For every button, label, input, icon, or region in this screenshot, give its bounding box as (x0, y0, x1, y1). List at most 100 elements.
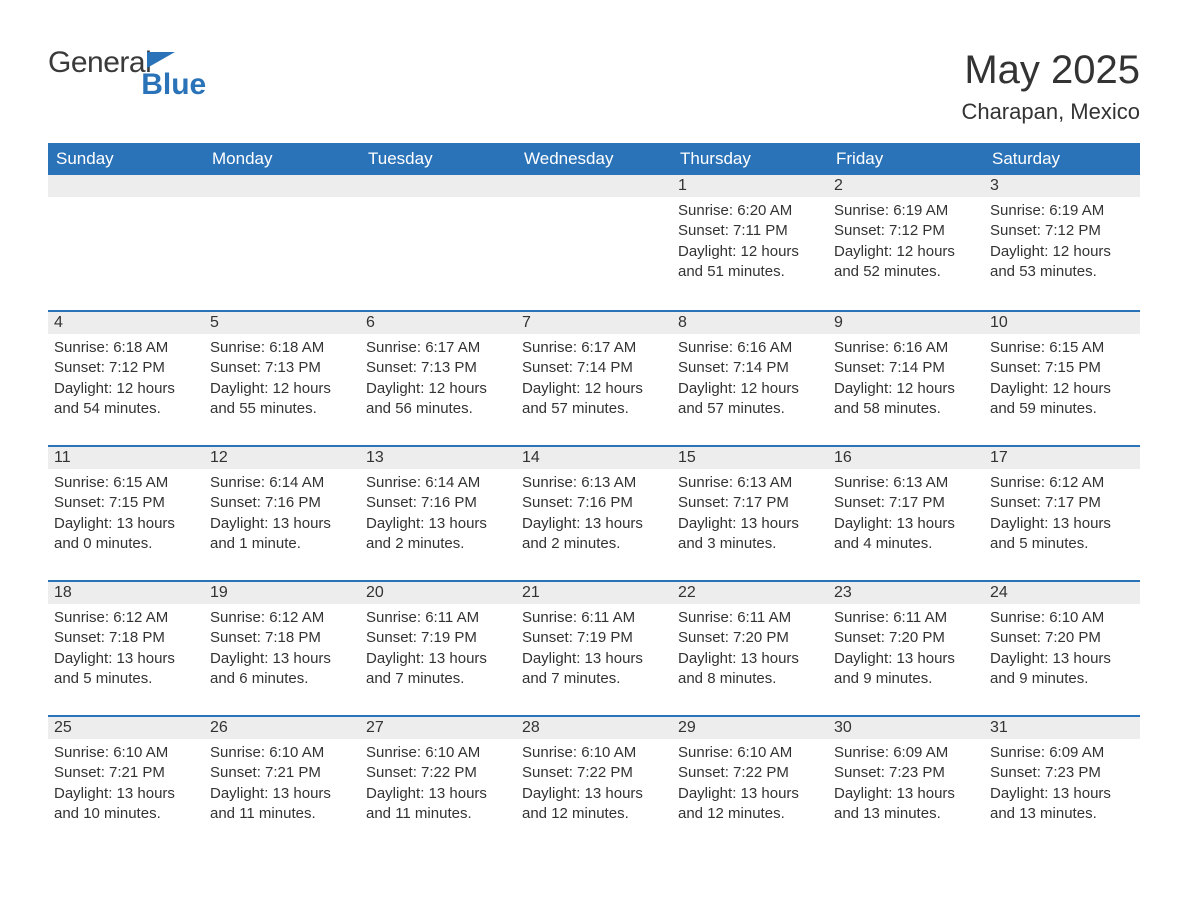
day-number-bar: 18 (48, 580, 204, 604)
day-body: Sunrise: 6:13 AMSunset: 7:16 PMDaylight:… (516, 469, 672, 558)
calendar-cell: 10Sunrise: 6:15 AMSunset: 7:15 PMDayligh… (984, 310, 1140, 445)
sunset-text: Sunset: 7:18 PM (210, 628, 354, 648)
sunset-text: Sunset: 7:15 PM (990, 358, 1134, 378)
sunrise-text: Sunrise: 6:15 AM (54, 473, 198, 493)
daylight-text: Daylight: 13 hours and 9 minutes. (990, 649, 1134, 690)
daylight-text: Daylight: 13 hours and 7 minutes. (522, 649, 666, 690)
sunrise-text: Sunrise: 6:10 AM (990, 608, 1134, 628)
daylight-text: Daylight: 13 hours and 12 minutes. (522, 784, 666, 825)
sunrise-text: Sunrise: 6:16 AM (678, 338, 822, 358)
sunset-text: Sunset: 7:22 PM (522, 763, 666, 783)
month-title: May 2025 (961, 48, 1140, 93)
day-body: Sunrise: 6:19 AMSunset: 7:12 PMDaylight:… (828, 197, 984, 286)
calendar-cell: 2Sunrise: 6:19 AMSunset: 7:12 PMDaylight… (828, 175, 984, 310)
day-body: Sunrise: 6:10 AMSunset: 7:20 PMDaylight:… (984, 604, 1140, 693)
daylight-text: Daylight: 12 hours and 51 minutes. (678, 242, 822, 283)
calendar-week: 1Sunrise: 6:20 AMSunset: 7:11 PMDaylight… (48, 175, 1140, 310)
sunset-text: Sunset: 7:22 PM (678, 763, 822, 783)
sunrise-text: Sunrise: 6:13 AM (522, 473, 666, 493)
daylight-text: Daylight: 12 hours and 59 minutes. (990, 379, 1134, 420)
logo-text-general: General (48, 48, 151, 78)
day-body: Sunrise: 6:10 AMSunset: 7:22 PMDaylight:… (360, 739, 516, 828)
day-number-bar: 3 (984, 175, 1140, 197)
sunset-text: Sunset: 7:19 PM (366, 628, 510, 648)
day-body: Sunrise: 6:11 AMSunset: 7:20 PMDaylight:… (828, 604, 984, 693)
calendar-cell: 19Sunrise: 6:12 AMSunset: 7:18 PMDayligh… (204, 580, 360, 715)
calendar-cell: 15Sunrise: 6:13 AMSunset: 7:17 PMDayligh… (672, 445, 828, 580)
calendar-cell: 25Sunrise: 6:10 AMSunset: 7:21 PMDayligh… (48, 715, 204, 850)
day-number-bar: 24 (984, 580, 1140, 604)
day-number-bar (48, 175, 204, 197)
sunset-text: Sunset: 7:17 PM (834, 493, 978, 513)
sunset-text: Sunset: 7:12 PM (834, 221, 978, 241)
day-number-bar: 29 (672, 715, 828, 739)
day-body: Sunrise: 6:17 AMSunset: 7:13 PMDaylight:… (360, 334, 516, 423)
sunrise-text: Sunrise: 6:12 AM (210, 608, 354, 628)
sunrise-text: Sunrise: 6:11 AM (522, 608, 666, 628)
daylight-text: Daylight: 13 hours and 11 minutes. (366, 784, 510, 825)
sunrise-text: Sunrise: 6:12 AM (990, 473, 1134, 493)
day-number-bar: 20 (360, 580, 516, 604)
sunrise-text: Sunrise: 6:10 AM (522, 743, 666, 763)
sunset-text: Sunset: 7:23 PM (834, 763, 978, 783)
day-number-bar: 16 (828, 445, 984, 469)
day-number-bar: 27 (360, 715, 516, 739)
calendar-cell: 18Sunrise: 6:12 AMSunset: 7:18 PMDayligh… (48, 580, 204, 715)
calendar-cell: 30Sunrise: 6:09 AMSunset: 7:23 PMDayligh… (828, 715, 984, 850)
sunset-text: Sunset: 7:14 PM (678, 358, 822, 378)
day-body: Sunrise: 6:16 AMSunset: 7:14 PMDaylight:… (672, 334, 828, 423)
day-body: Sunrise: 6:09 AMSunset: 7:23 PMDaylight:… (984, 739, 1140, 828)
calendar-cell: 24Sunrise: 6:10 AMSunset: 7:20 PMDayligh… (984, 580, 1140, 715)
day-body: Sunrise: 6:10 AMSunset: 7:22 PMDaylight:… (516, 739, 672, 828)
calendar-cell: 26Sunrise: 6:10 AMSunset: 7:21 PMDayligh… (204, 715, 360, 850)
daylight-text: Daylight: 13 hours and 0 minutes. (54, 514, 198, 555)
daylight-text: Daylight: 13 hours and 13 minutes. (834, 784, 978, 825)
calendar-cell: 14Sunrise: 6:13 AMSunset: 7:16 PMDayligh… (516, 445, 672, 580)
daylight-text: Daylight: 12 hours and 57 minutes. (678, 379, 822, 420)
day-number-bar: 12 (204, 445, 360, 469)
day-number-bar: 13 (360, 445, 516, 469)
sunset-text: Sunset: 7:17 PM (990, 493, 1134, 513)
day-body: Sunrise: 6:15 AMSunset: 7:15 PMDaylight:… (48, 469, 204, 558)
day-body: Sunrise: 6:11 AMSunset: 7:20 PMDaylight:… (672, 604, 828, 693)
sunrise-text: Sunrise: 6:09 AM (834, 743, 978, 763)
daylight-text: Daylight: 13 hours and 13 minutes. (990, 784, 1134, 825)
calendar-cell: 17Sunrise: 6:12 AMSunset: 7:17 PMDayligh… (984, 445, 1140, 580)
daylight-text: Daylight: 13 hours and 5 minutes. (990, 514, 1134, 555)
sunset-text: Sunset: 7:17 PM (678, 493, 822, 513)
day-body: Sunrise: 6:10 AMSunset: 7:22 PMDaylight:… (672, 739, 828, 828)
daylight-text: Daylight: 12 hours and 52 minutes. (834, 242, 978, 283)
daylight-text: Daylight: 13 hours and 5 minutes. (54, 649, 198, 690)
day-header: Saturday (984, 143, 1140, 175)
daylight-text: Daylight: 13 hours and 8 minutes. (678, 649, 822, 690)
sunset-text: Sunset: 7:16 PM (522, 493, 666, 513)
day-number-bar: 7 (516, 310, 672, 334)
sunrise-text: Sunrise: 6:10 AM (678, 743, 822, 763)
day-number-bar: 19 (204, 580, 360, 604)
day-number-bar: 2 (828, 175, 984, 197)
day-number-bar: 25 (48, 715, 204, 739)
calendar-cell (204, 175, 360, 310)
daylight-text: Daylight: 12 hours and 58 minutes. (834, 379, 978, 420)
calendar-cell: 7Sunrise: 6:17 AMSunset: 7:14 PMDaylight… (516, 310, 672, 445)
sunrise-text: Sunrise: 6:14 AM (366, 473, 510, 493)
day-number-bar: 23 (828, 580, 984, 604)
calendar-cell: 29Sunrise: 6:10 AMSunset: 7:22 PMDayligh… (672, 715, 828, 850)
calendar-cell: 5Sunrise: 6:18 AMSunset: 7:13 PMDaylight… (204, 310, 360, 445)
day-body: Sunrise: 6:13 AMSunset: 7:17 PMDaylight:… (672, 469, 828, 558)
sunrise-text: Sunrise: 6:18 AM (54, 338, 198, 358)
day-body: Sunrise: 6:11 AMSunset: 7:19 PMDaylight:… (360, 604, 516, 693)
calendar-cell: 6Sunrise: 6:17 AMSunset: 7:13 PMDaylight… (360, 310, 516, 445)
day-body: Sunrise: 6:16 AMSunset: 7:14 PMDaylight:… (828, 334, 984, 423)
day-header: Monday (204, 143, 360, 175)
location-label: Charapan, Mexico (961, 99, 1140, 125)
daylight-text: Daylight: 13 hours and 1 minute. (210, 514, 354, 555)
calendar-cell: 21Sunrise: 6:11 AMSunset: 7:19 PMDayligh… (516, 580, 672, 715)
day-body: Sunrise: 6:18 AMSunset: 7:12 PMDaylight:… (48, 334, 204, 423)
sunrise-text: Sunrise: 6:13 AM (678, 473, 822, 493)
daylight-text: Daylight: 12 hours and 55 minutes. (210, 379, 354, 420)
daylight-text: Daylight: 12 hours and 56 minutes. (366, 379, 510, 420)
day-number-bar: 15 (672, 445, 828, 469)
sunrise-text: Sunrise: 6:17 AM (522, 338, 666, 358)
day-header: Sunday (48, 143, 204, 175)
